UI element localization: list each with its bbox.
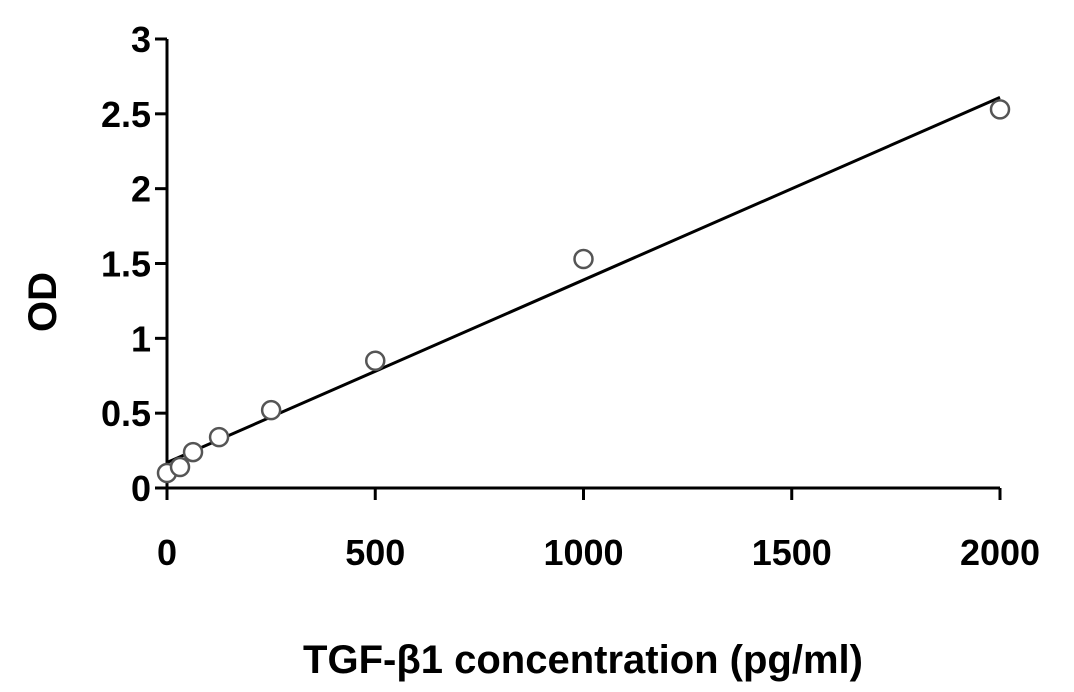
- y-axis-title: OD: [21, 272, 65, 332]
- y-tick-label: 3: [131, 19, 151, 60]
- x-tick-label: 0: [157, 532, 177, 573]
- y-tick-label: 1: [131, 318, 151, 359]
- y-tick-label: 2: [131, 169, 151, 210]
- data-point: [573, 248, 594, 270]
- data-point: [365, 350, 386, 372]
- y-tick-label: 0: [131, 468, 151, 509]
- y-tick-label: 0.5: [101, 393, 151, 434]
- data-point: [182, 441, 204, 463]
- y-tick-label: 2.5: [101, 94, 151, 135]
- trendline: [166, 95, 1001, 464]
- x-tick-label: 500: [345, 532, 405, 573]
- data-point: [260, 399, 282, 421]
- x-tick-label: 1500: [752, 532, 832, 573]
- data-point: [208, 426, 230, 448]
- x-axis-title: TGF-β1 concentration (pg/ml): [303, 638, 863, 682]
- x-tick-label: 1000: [543, 532, 623, 573]
- ticks: 0 0.5 1 1.5 2 2.5 3 0 500 1000 1500 2000: [101, 19, 1040, 573]
- data-points: [156, 99, 1011, 484]
- data-point: [169, 456, 191, 478]
- x-tick-label: 2000: [960, 532, 1040, 573]
- trendline-group: [166, 95, 1001, 464]
- data-point: [989, 99, 1011, 120]
- y-tick-label: 1.5: [101, 244, 151, 285]
